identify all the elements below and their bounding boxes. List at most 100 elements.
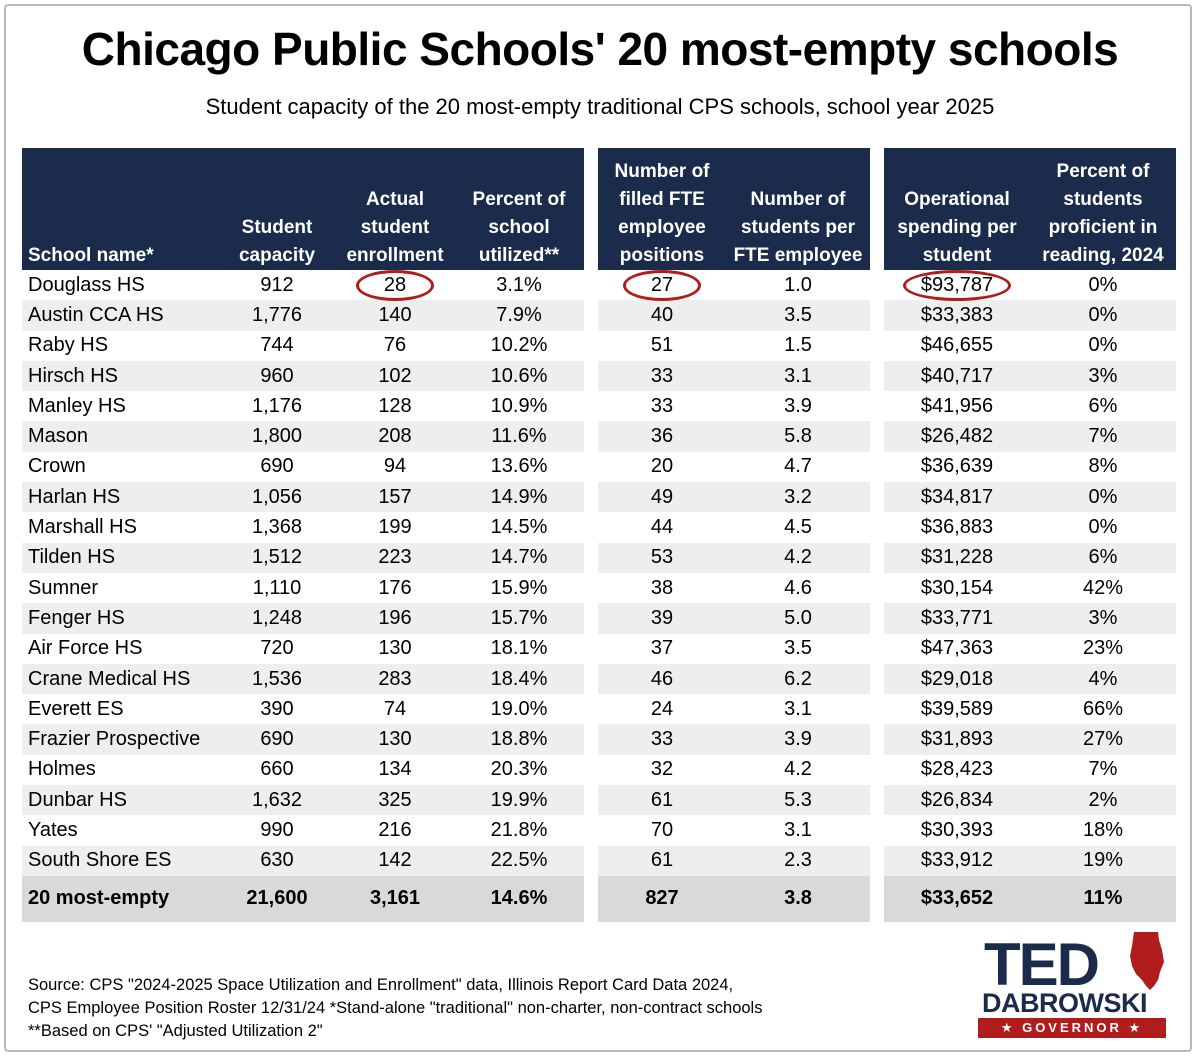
cell-capacity: 1,512 bbox=[218, 542, 336, 573]
cell-students-per-fte: 5.0 bbox=[726, 603, 870, 634]
cell-spending-per-student: $36,639 bbox=[920, 455, 994, 478]
cell-reading-proficiency: 3% bbox=[1030, 603, 1176, 634]
cell-spending-per-student: $41,956 bbox=[920, 394, 994, 417]
cell-school-name: Austin CCA HS bbox=[22, 300, 218, 331]
cell-utilized: 18.8% bbox=[454, 724, 584, 755]
table-row: 53 4.2 bbox=[598, 542, 870, 573]
cell-reading-proficiency: 19% bbox=[1030, 845, 1176, 876]
table-row: Tilden HS 1,512 223 14.7% bbox=[22, 542, 584, 573]
total-row: $33,652 11% bbox=[884, 875, 1176, 922]
cell-utilized: 22.5% bbox=[454, 845, 584, 876]
table-row: Marshall HS 1,368 199 14.5% bbox=[22, 512, 584, 542]
table-row: 33 3.9 bbox=[598, 391, 870, 421]
cell-reading-proficiency: 23% bbox=[1082, 637, 1124, 660]
cell-school-name: 20 most-empty bbox=[22, 875, 218, 922]
cell-utilized: 7.9% bbox=[454, 300, 584, 331]
cell-capacity: 1,110 bbox=[252, 576, 302, 599]
table-block-enrollment: School name* Student capacity Actual stu… bbox=[22, 148, 584, 922]
cell-school-name: Douglass HS bbox=[28, 273, 145, 296]
cell-enrollment: 142 bbox=[336, 845, 454, 876]
table-row: $34,817 0% bbox=[884, 482, 1176, 513]
cell-enrollment: 130 bbox=[378, 637, 412, 660]
table-row: Mason 1,800 208 11.6% bbox=[22, 421, 584, 452]
cell-capacity: 390 bbox=[260, 697, 294, 720]
cell-fte-positions: 44 bbox=[650, 516, 674, 539]
col-header-spending: Operational spending per student bbox=[884, 148, 1030, 270]
cell-students-per-fte: 3.1 bbox=[784, 697, 812, 720]
cell-utilized: 19.0% bbox=[490, 697, 548, 720]
cell-capacity: 630 bbox=[218, 845, 336, 876]
cell-utilized: 18.1% bbox=[490, 637, 548, 660]
cell-fte-positions: 20 bbox=[650, 455, 674, 478]
cell-spending-per-student: $40,717 bbox=[884, 360, 1030, 392]
cell-fte-positions: 51 bbox=[650, 334, 674, 357]
cell-spending-per-student: $33,912 bbox=[884, 845, 1030, 876]
image-frame bbox=[4, 4, 1192, 1052]
table-row: 32 4.2 bbox=[598, 755, 870, 785]
logo-office-banner: ★ GOVERNOR ★ bbox=[978, 1018, 1166, 1038]
illinois-state-icon bbox=[1130, 932, 1164, 990]
table-block-staff: Number of filled FTE employee positions … bbox=[598, 148, 870, 922]
cell-capacity: 690 bbox=[218, 724, 336, 755]
table-row: $33,771 3% bbox=[884, 603, 1176, 634]
cell-enrollment: 196 bbox=[336, 603, 454, 634]
table-row: $47,363 23% bbox=[884, 634, 1176, 664]
cell-enrollment: 130 bbox=[336, 724, 454, 755]
cell-reading-proficiency: 66% bbox=[1082, 697, 1124, 720]
cell-reading-proficiency: 0% bbox=[1088, 273, 1118, 296]
cell-school-name: Dunbar HS bbox=[22, 785, 218, 816]
cell-spending-per-student: $36,883 bbox=[920, 516, 994, 539]
cell-enrollment: 223 bbox=[336, 542, 454, 573]
cell-school-name: Hirsch HS bbox=[22, 360, 218, 392]
table-row: $40,717 3% bbox=[884, 360, 1176, 392]
table-row: Holmes 660 134 20.3% bbox=[22, 755, 584, 785]
logo-name-top: TED bbox=[984, 931, 1100, 998]
cell-enrollment: 157 bbox=[336, 482, 454, 513]
cell-students-per-fte: 3.1 bbox=[726, 360, 870, 392]
total-row: 827 3.8 bbox=[598, 875, 870, 922]
cell-enrollment: 28 bbox=[336, 269, 454, 301]
cell-spending-per-student: $26,482 bbox=[884, 421, 1030, 452]
col-header-reading: Percent of students proficient in readin… bbox=[1030, 148, 1176, 270]
table-row: $28,423 7% bbox=[884, 755, 1176, 785]
table-row: $26,834 2% bbox=[884, 785, 1176, 816]
cell-capacity: 912 bbox=[260, 273, 294, 296]
cell-spending-per-student: $31,228 bbox=[884, 542, 1030, 573]
cell-spending-per-student: $93,787 bbox=[884, 269, 1030, 301]
cell-fte-positions: 53 bbox=[598, 542, 726, 573]
cell-school-name: Fenger HS bbox=[22, 603, 218, 634]
cell-utilized: 10.9% bbox=[490, 394, 548, 417]
table-row: 70 3.1 bbox=[598, 815, 870, 845]
cell-school-name: Crane Medical HS bbox=[22, 663, 218, 695]
table-row: $31,228 6% bbox=[884, 542, 1176, 573]
col-header-enrollment: Actual student enrollment bbox=[336, 148, 454, 270]
cell-utilized: 20.3% bbox=[490, 758, 548, 781]
table-row: 24 3.1 bbox=[598, 694, 870, 724]
cell-capacity: 660 bbox=[260, 758, 294, 781]
col-header-utilized: Percent of school utilized** bbox=[454, 148, 584, 270]
cell-students-per-fte: 4.7 bbox=[784, 455, 812, 478]
table-row: $29,018 4% bbox=[884, 663, 1176, 695]
table-row: Sumner 1,110 176 15.9% bbox=[22, 573, 584, 603]
table-row: 27 1.0 bbox=[598, 269, 870, 301]
cell-capacity: 1,056 bbox=[218, 482, 336, 513]
cell-capacity: 744 bbox=[260, 334, 294, 357]
cell-capacity: 1,536 bbox=[218, 663, 336, 695]
cell-reading-proficiency: 7% bbox=[1088, 758, 1118, 781]
table-block-spending: Operational spending per student Percent… bbox=[884, 148, 1176, 922]
table-row: Douglass HS 912 28 3.1% bbox=[22, 269, 584, 301]
cell-fte-positions: 61 bbox=[598, 845, 726, 876]
cell-students-per-fte: 1.0 bbox=[784, 273, 812, 296]
source-line-3: **Based on CPS' "Adjusted Utilization 2" bbox=[28, 1022, 323, 1040]
cell-students-per-fte: 5.3 bbox=[726, 785, 870, 816]
cell-school-name: Everett ES bbox=[28, 697, 124, 720]
cell-reading-proficiency: 8% bbox=[1088, 455, 1118, 478]
cell-enrollment: 102 bbox=[336, 360, 454, 392]
table-row: Dunbar HS 1,632 325 19.9% bbox=[22, 785, 584, 816]
cell-students-per-fte: 4.5 bbox=[784, 516, 812, 539]
cell-students-per-fte: 3.1 bbox=[784, 818, 812, 841]
cell-capacity: 1,776 bbox=[218, 300, 336, 331]
cell-reading-proficiency: 3% bbox=[1030, 360, 1176, 392]
table-row: Crane Medical HS 1,536 283 18.4% bbox=[22, 663, 584, 695]
cell-utilized: 14.5% bbox=[490, 516, 548, 539]
